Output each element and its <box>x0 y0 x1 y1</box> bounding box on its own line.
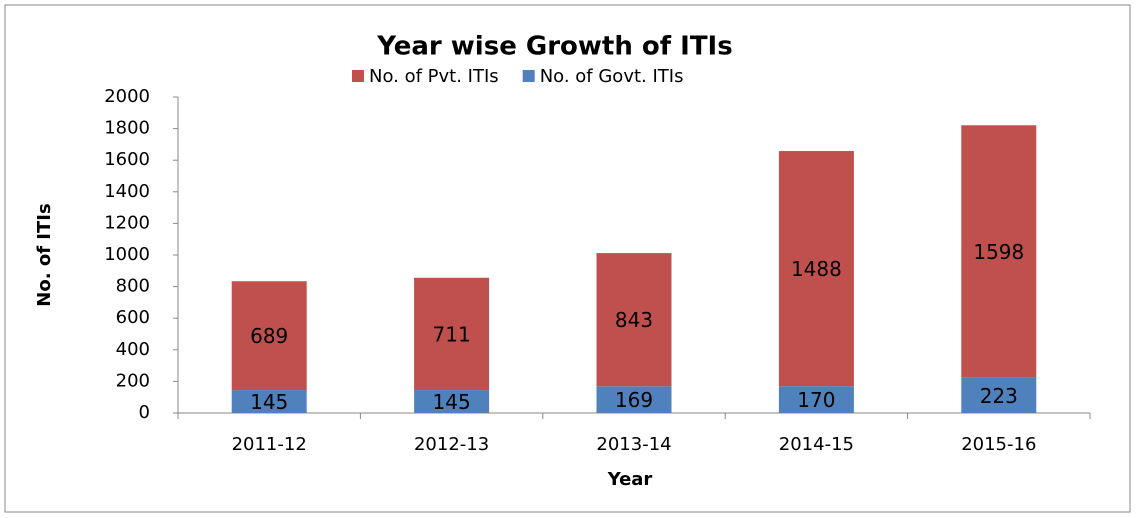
x-axis-label: Year <box>607 469 653 490</box>
data-label: 689 <box>250 324 288 348</box>
data-label: 169 <box>615 388 653 412</box>
bar-segment <box>778 386 854 413</box>
y-tick-label: 1800 <box>104 118 150 139</box>
y-axis-label: No. of ITIs <box>34 203 55 306</box>
bar-segment <box>961 377 1037 413</box>
x-tick-label: 2011-12 <box>232 434 307 455</box>
data-label: 1598 <box>973 240 1024 264</box>
bar-segment <box>778 151 854 387</box>
y-tick-label: 600 <box>116 307 150 328</box>
bar-segment <box>414 277 490 391</box>
data-label: 1488 <box>791 257 842 281</box>
legend-label: No. of Govt. ITIs <box>540 66 684 87</box>
y-tick-label: 1000 <box>104 244 150 265</box>
legend-label: No. of Pvt. ITIs <box>369 66 499 87</box>
legend-swatch <box>352 70 364 82</box>
y-tick-label: 800 <box>116 276 150 297</box>
bar-segment <box>231 281 307 391</box>
y-tick-label: 0 <box>139 402 150 423</box>
y-tick-label: 1400 <box>104 181 150 202</box>
y-tick-label: 400 <box>116 339 150 360</box>
data-label: 145 <box>250 390 288 414</box>
bar-segment <box>596 253 672 387</box>
data-label: 223 <box>980 384 1018 408</box>
y-tick-label: 1600 <box>104 149 150 170</box>
data-label: 843 <box>615 308 653 332</box>
x-tick-label: 2013-14 <box>596 434 671 455</box>
data-label: 170 <box>797 388 835 412</box>
bar-segment <box>596 386 672 413</box>
bar-segment <box>961 125 1037 378</box>
x-tick-label: 2014-15 <box>779 434 854 455</box>
legend-swatch <box>522 70 535 82</box>
x-tick-label: 2012-13 <box>414 434 489 455</box>
y-tick-label: 1200 <box>104 212 150 233</box>
bar-segment <box>231 390 307 413</box>
data-label: 145 <box>433 390 471 414</box>
chart-border <box>4 4 1131 513</box>
chart-title: Year wise Growth of ITIs <box>376 32 732 62</box>
bar-segment <box>414 390 490 413</box>
data-label: 711 <box>433 322 471 346</box>
y-tick-label: 200 <box>116 370 150 391</box>
y-tick-label: 2000 <box>104 86 150 107</box>
x-tick-label: 2015-16 <box>961 434 1036 455</box>
